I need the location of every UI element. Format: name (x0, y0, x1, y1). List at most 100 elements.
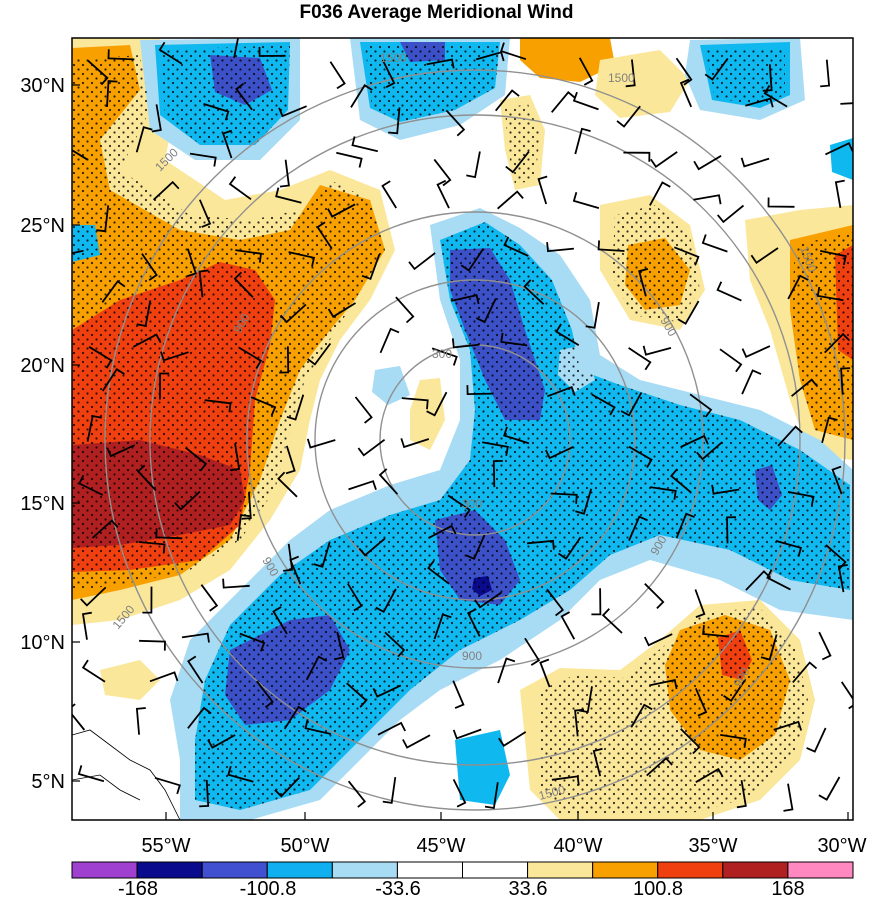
wind-barb (431, 347, 458, 366)
wind-barb (72, 249, 84, 255)
wind-barb (250, 396, 277, 416)
wind-barb (694, 687, 708, 717)
wind-barb (630, 703, 653, 728)
colorbar-label-neg168: -168 (118, 878, 158, 900)
wind-barb (78, 475, 104, 496)
significance-stipple (72, 45, 853, 815)
wind-barb (695, 767, 724, 783)
wind-barb (347, 583, 363, 612)
lon-label-35w: 35°W (688, 835, 737, 857)
map-field: 1500 1500 1500 1500 1500 1500 900 900 90… (72, 38, 853, 820)
pos-region-center-small (410, 378, 445, 450)
neg-region-farright-small (830, 138, 853, 180)
wind-barb (578, 686, 593, 714)
wind-barb (503, 426, 530, 445)
wind-barb (498, 731, 527, 748)
wind-barb (135, 707, 146, 735)
wind-barb (327, 203, 356, 218)
wind-barb (500, 42, 527, 61)
wind-barb (680, 728, 701, 755)
wind-barb (763, 85, 788, 108)
wind-barb (452, 680, 465, 709)
wind-barb (186, 248, 197, 278)
wind-barb (649, 181, 671, 206)
neg-region-center-small (372, 366, 410, 405)
wind-barb (354, 396, 373, 424)
wind-barb (702, 625, 730, 638)
colorbar-labels: -168 -100.8 -33.6 33.6 100.8 168 (118, 878, 805, 900)
wind-barb (286, 394, 305, 421)
wind-barb (616, 105, 641, 128)
wind-barb (204, 399, 232, 413)
wind-barb (783, 783, 794, 812)
wind-barb (348, 480, 377, 491)
wind-barb (693, 194, 722, 205)
wind-barb (159, 372, 170, 400)
map-frame (71, 37, 854, 821)
wind-barb (824, 332, 851, 354)
colorbar-label-33-6: 33.6 (509, 878, 548, 900)
wind-barb (433, 158, 452, 187)
wind-barb (304, 719, 332, 735)
wind-barb (673, 246, 700, 266)
wind-barb (258, 46, 286, 57)
wind-barb (222, 129, 233, 159)
wind-barb (818, 631, 832, 661)
lon-label-50w: 50°W (280, 835, 329, 857)
wind-barb (551, 775, 580, 786)
wind-barb (791, 378, 819, 397)
wind-barb (726, 516, 737, 544)
wind-barb (592, 747, 603, 777)
wind-barb (524, 637, 541, 666)
wind-barb (451, 294, 480, 305)
wind-barb (185, 446, 208, 472)
wind-barb (198, 199, 212, 228)
wind-barb (696, 441, 723, 461)
wind-barb (574, 708, 585, 737)
wind-barb (628, 445, 653, 468)
wind-barb (288, 251, 316, 267)
wind-barb (107, 49, 135, 61)
wind-barb (327, 302, 356, 318)
wind-barb (241, 492, 252, 520)
contour-ring-outer (149, 114, 801, 766)
wind-barb (821, 416, 838, 444)
wind-barb (158, 41, 183, 65)
wind-barb (187, 655, 204, 684)
wind-barb (591, 588, 602, 616)
wind-barb (649, 486, 677, 500)
wind-barb (447, 494, 471, 518)
contour-label-1500-b: 1500 (608, 71, 635, 85)
wind-barb (227, 765, 254, 783)
map-title: F036 Average Meridional Wind (299, 2, 574, 23)
colorbar-box (266, 861, 333, 879)
lon-label-55w: 55°W (141, 835, 190, 857)
wind-barb (787, 491, 815, 506)
wind-barb (544, 446, 574, 460)
wind-barb (235, 82, 253, 111)
wind-barb (347, 780, 367, 808)
wind-barb (80, 586, 107, 607)
wind-barb (402, 734, 431, 749)
wind-barb (820, 250, 847, 266)
wind-barb (275, 187, 302, 204)
wind-barb (181, 632, 210, 643)
wind-barb (766, 569, 791, 591)
wind-barb (840, 102, 853, 105)
wind-barb (427, 560, 450, 585)
wind-barb (132, 333, 162, 348)
wind-barb (837, 564, 848, 593)
wind-barb (492, 460, 503, 488)
wind-barb (151, 104, 162, 133)
wind-barb (741, 345, 771, 358)
wind-barb (642, 345, 672, 356)
wind-barb (546, 386, 576, 398)
wind-barb (388, 107, 401, 135)
wind-barb (316, 221, 333, 250)
wind-barb (174, 490, 201, 511)
wind-barb (578, 57, 594, 86)
wind-barb (466, 151, 481, 179)
coastline (72, 729, 181, 820)
wind-barb (198, 269, 209, 298)
